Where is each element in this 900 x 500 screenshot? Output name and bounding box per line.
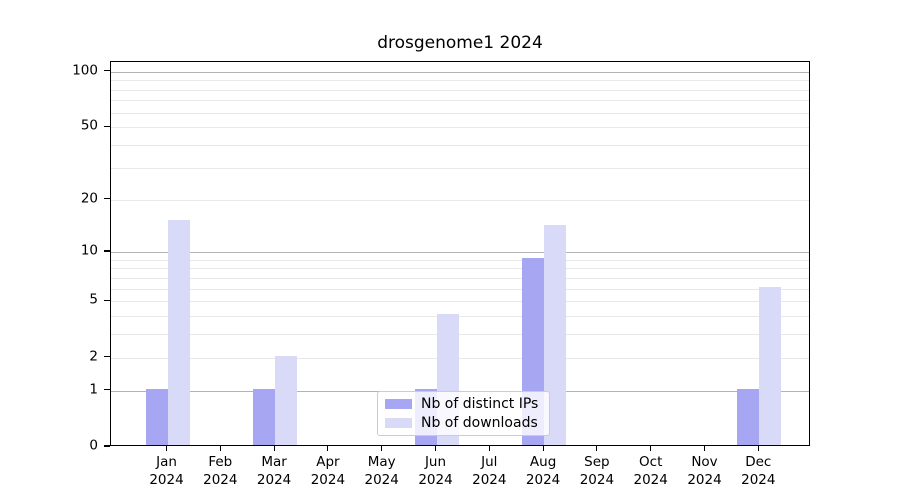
x-tick-mark-feb <box>219 446 221 451</box>
legend-swatch-downloads <box>385 417 412 428</box>
gridline-minor-30 <box>111 167 809 169</box>
x-tick-label-aug: Aug 2024 <box>525 454 561 488</box>
x-tick-label-sep: Sep 2024 <box>579 454 615 488</box>
gridline-minor-20 <box>111 199 809 201</box>
x-tick-label-feb: Feb 2024 <box>203 454 238 488</box>
x-tick-mark-may <box>381 446 383 451</box>
x-tick-label-mar: Mar 2024 <box>256 454 292 488</box>
x-tick-label-jan: Jan 2024 <box>149 454 184 488</box>
bar-downloads-aug <box>544 224 567 445</box>
y-tick-mark-20 <box>104 197 110 200</box>
y-tick-mark-1 <box>104 389 110 391</box>
bar-downloads-mar <box>275 355 298 445</box>
x-tick-mark-nov <box>703 446 706 451</box>
legend-item-distinct-ips: Nb of distinct IPs <box>385 396 542 412</box>
x-tick-label-oct: Oct 2024 <box>633 454 668 488</box>
bar-distinct-ips-dec <box>737 388 760 445</box>
gridline-minor-3 <box>111 334 809 336</box>
gridline-minor-9 <box>111 259 809 261</box>
gridline-minor-7 <box>111 277 809 279</box>
bar-downloads-dec <box>759 286 782 445</box>
y-tick-label-5: 5 <box>89 291 98 308</box>
y-tick-label-20: 20 <box>80 190 98 206</box>
gridline-minor-80 <box>111 89 809 91</box>
x-tick-mark-mar <box>273 446 275 451</box>
gridline-minor-6 <box>111 288 809 290</box>
y-tick-label-2: 2 <box>89 348 98 365</box>
legend-item-downloads: Nb of downloads <box>385 415 542 431</box>
x-tick-mark-dec <box>757 446 759 451</box>
y-tick-mark-100 <box>104 70 110 72</box>
gridline-minor-60 <box>111 112 809 114</box>
gridline-major-10 <box>111 252 809 254</box>
x-tick-mark-jan <box>165 446 168 451</box>
gridline-minor-8 <box>111 268 809 270</box>
bar-distinct-ips-jan <box>145 388 168 445</box>
x-tick-label-nov: Nov 2024 <box>687 454 722 488</box>
gridline-minor-90 <box>111 80 809 82</box>
y-tick-mark-50 <box>104 125 110 127</box>
x-tick-label-apr: Apr 2024 <box>310 454 346 488</box>
gridline-minor-4 <box>111 316 809 318</box>
y-tick-mark-10 <box>104 250 110 252</box>
legend-label-distinct-ips: Nb of distinct IPs <box>421 396 539 413</box>
y-tick-label-10: 10 <box>80 242 98 259</box>
x-tick-mark-oct <box>650 446 652 451</box>
y-tick-label-0: 0 <box>89 437 98 454</box>
x-tick-mark-sep <box>596 446 598 451</box>
gridline-minor-5 <box>111 301 809 303</box>
y-tick-label-100: 100 <box>72 62 98 79</box>
legend: Nb of distinct IPs Nb of downloads <box>377 391 550 436</box>
x-tick-mark-apr <box>327 446 329 451</box>
legend-label-downloads: Nb of downloads <box>421 414 538 431</box>
y-tick-label-50: 50 <box>80 117 98 134</box>
bar-distinct-ips-mar <box>253 388 276 445</box>
x-tick-mark-aug <box>542 446 544 451</box>
legend-swatch-distinct-ips <box>385 399 412 410</box>
x-tick-label-jul: Jul 2024 <box>472 454 507 488</box>
plot-area <box>110 61 810 446</box>
y-tick-label-1: 1 <box>89 381 98 398</box>
x-tick-label-may: May 2024 <box>364 454 399 488</box>
x-tick-mark-jun <box>434 446 437 451</box>
x-tick-label-jun: Jun 2024 <box>418 454 453 488</box>
chart-title: drosgenome1 2024 <box>377 33 543 53</box>
x-tick-label-dec: Dec 2024 <box>741 454 776 488</box>
y-tick-mark-0 <box>104 445 110 447</box>
y-tick-mark-2 <box>104 356 110 358</box>
x-tick-mark-jul <box>488 446 490 451</box>
bar-downloads-jan <box>167 219 190 445</box>
y-tick-mark-5 <box>104 299 110 301</box>
gridline-minor-50 <box>111 127 809 129</box>
gridline-minor-40 <box>111 145 809 147</box>
gridline-minor-70 <box>111 100 809 102</box>
gridline-minor-2 <box>111 357 809 359</box>
gridline-major-100 <box>111 71 809 73</box>
